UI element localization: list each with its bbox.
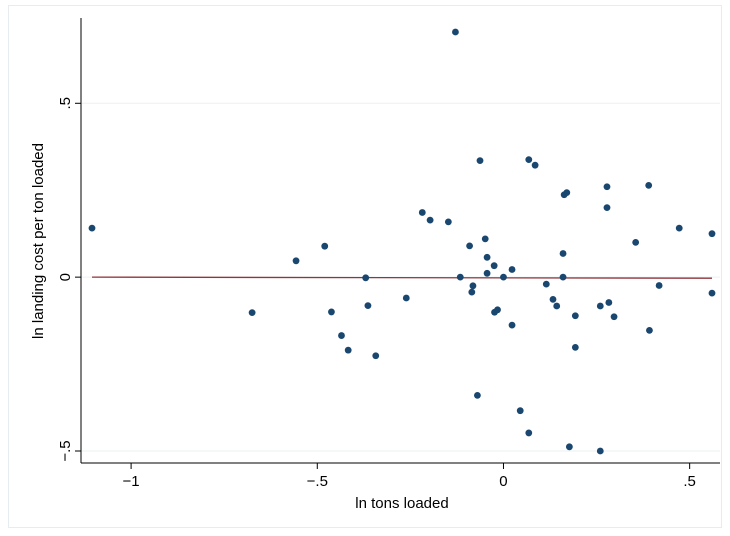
data-point: [542, 280, 550, 288]
data-point: [603, 183, 611, 191]
y-tick-label: 0: [57, 273, 74, 281]
data-point: [418, 209, 426, 216]
data-point: [88, 224, 96, 232]
data-point: [632, 238, 640, 246]
x-tick-label: −.5: [307, 473, 328, 490]
data-point: [248, 309, 256, 317]
data-point: [596, 447, 604, 455]
data-point: [549, 295, 557, 303]
y-tick-label: .5: [57, 97, 74, 110]
data-point: [565, 443, 573, 451]
ticks-layer: −.5 0 .5 −1 −.5 0 .5: [57, 97, 696, 490]
x-axis-title: ln tons loaded: [355, 495, 448, 512]
data-point: [559, 273, 567, 281]
data-point: [338, 332, 345, 339]
data-point: [553, 302, 561, 310]
axes-layer: [80, 18, 720, 464]
data-point: [426, 216, 434, 224]
data-point: [559, 250, 567, 257]
data-point: [494, 306, 501, 314]
data-point: [466, 242, 473, 250]
data-point: [563, 189, 571, 197]
data-point: [655, 282, 663, 289]
fit-layer: [91, 276, 713, 279]
data-point: [372, 352, 380, 360]
data-point: [516, 407, 524, 415]
data-point: [708, 230, 716, 238]
data-point: [603, 204, 611, 211]
data-point: [362, 274, 370, 282]
y-axis-title: ln landing cost per ton loaded: [30, 143, 47, 339]
data-point: [469, 282, 477, 290]
plot-frame: [8, 5, 722, 528]
data-point: [675, 224, 683, 232]
x-tick-label: −1: [123, 473, 140, 490]
data-point: [500, 273, 507, 281]
data-point: [605, 299, 613, 306]
x-tick-label: 0: [499, 473, 507, 490]
data-point: [292, 257, 300, 265]
data-point: [571, 312, 579, 320]
data-point: [476, 157, 484, 165]
points-layer: [88, 28, 716, 455]
data-point: [481, 235, 489, 243]
data-point: [525, 429, 533, 437]
data-point: [321, 242, 329, 250]
data-point: [468, 288, 476, 296]
data-point: [452, 28, 459, 36]
data-point: [610, 313, 618, 321]
x-tick-label: .5: [683, 473, 696, 490]
data-point: [708, 289, 716, 297]
data-point: [456, 273, 464, 281]
y-tick-label: −.5: [57, 440, 74, 461]
data-point: [483, 269, 491, 277]
data-point: [402, 294, 410, 302]
data-point: [364, 302, 372, 310]
data-point: [328, 308, 335, 316]
data-point: [344, 346, 352, 354]
data-point: [596, 302, 604, 310]
data-point: [645, 181, 653, 189]
data-point: [571, 343, 579, 351]
data-point: [508, 266, 516, 273]
data-point: [525, 156, 533, 164]
data-point: [646, 326, 653, 334]
data-point: [508, 321, 516, 329]
data-point: [531, 161, 539, 169]
data-point: [490, 262, 498, 270]
data-point: [474, 391, 481, 399]
fit-line: [91, 276, 713, 279]
data-point: [444, 218, 452, 226]
data-point: [483, 253, 491, 261]
